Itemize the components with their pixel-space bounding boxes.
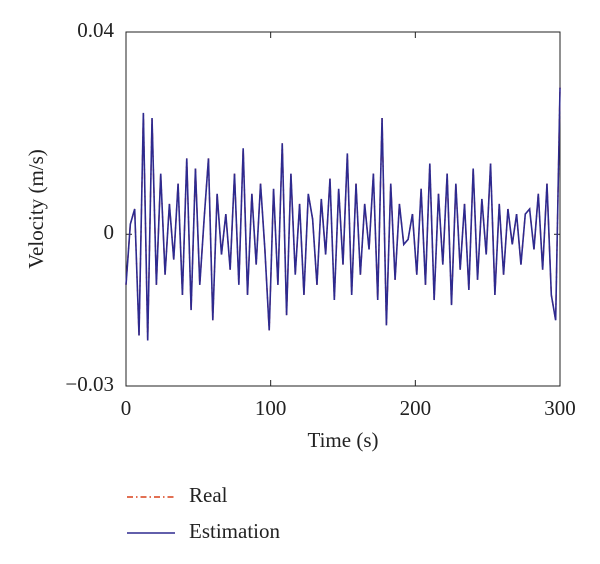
x-axis-label: Time (s) [308,428,379,452]
legend-label: Estimation [189,519,280,543]
y-tick-label: −0.03 [65,372,114,396]
y-axis-label: Velocity (m/s) [24,149,48,269]
x-tick-label: 0 [121,396,132,420]
x-tick-label: 100 [255,396,287,420]
series-line [125,87,561,341]
y-tick-label: 0.04 [77,18,114,42]
legend-label: Real [189,483,228,507]
x-tick-label: 200 [400,396,432,420]
plot-frame [125,31,561,387]
x-tick-label: 300 [544,396,576,420]
y-tick-label: 0 [104,220,115,244]
